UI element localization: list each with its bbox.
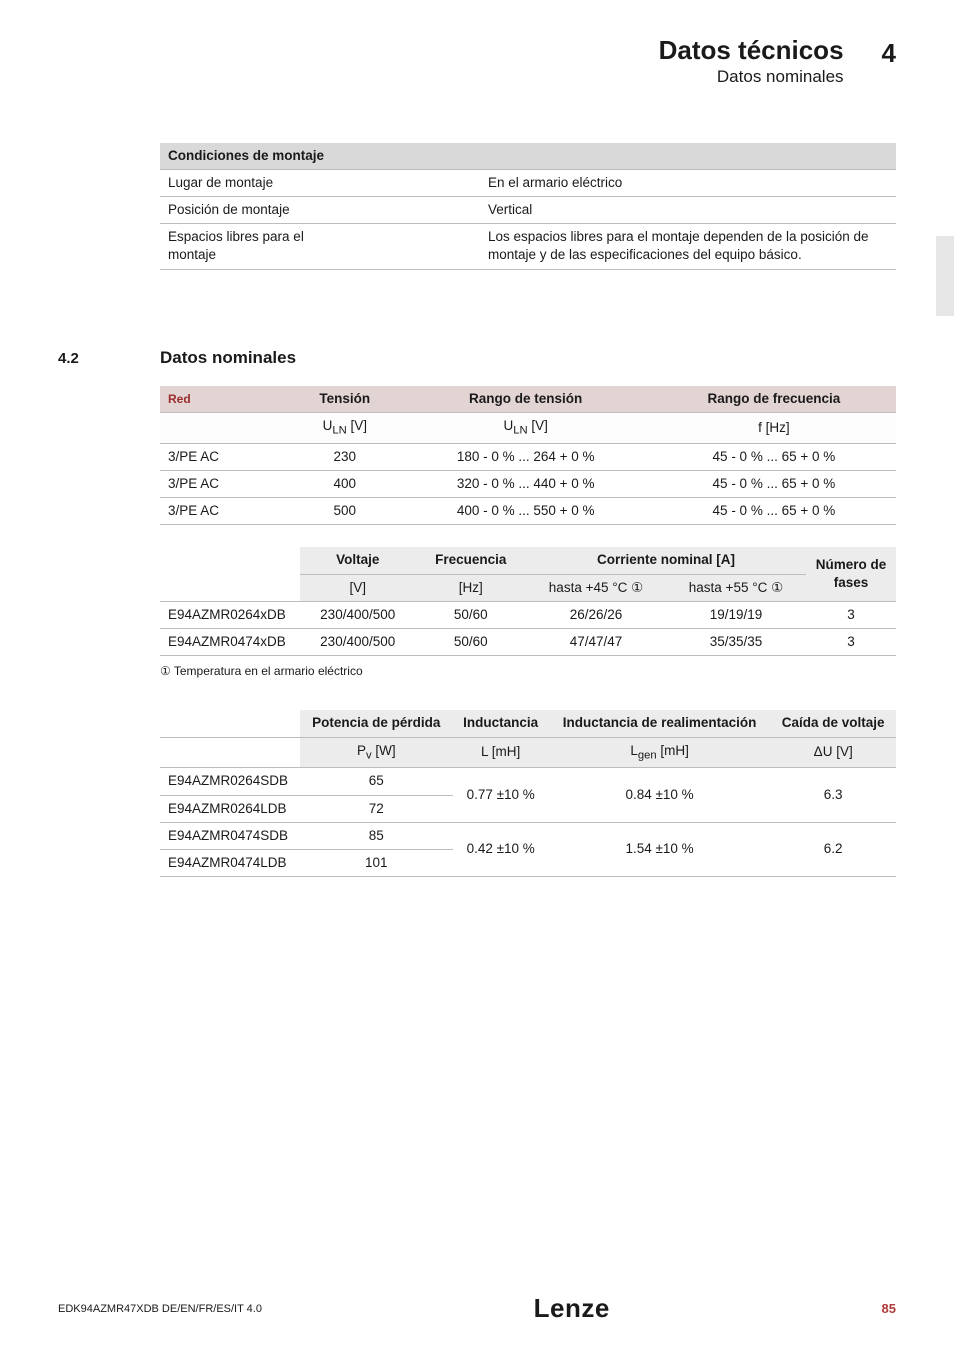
table-row: 3/PE AC 230 180 - 0 % ... 264 + 0 % 45 -… — [160, 443, 896, 470]
side-tab — [936, 236, 954, 316]
unit: Lgen [mH] — [549, 737, 771, 768]
table-row: Lugar de montaje En el armario eléctrico — [160, 169, 896, 196]
mount-value: Vertical — [480, 197, 896, 224]
doc-id: EDK94AZMR47XDB DE/EN/FR/ES/IT 4.0 — [58, 1303, 262, 1315]
header-title: Datos técnicos — [659, 36, 844, 65]
mount-value: En el armario eléctrico — [480, 169, 896, 196]
unit: ULN [V] — [290, 412, 400, 443]
unit: Pv [W] — [300, 737, 453, 768]
table-row: 3/PE AC 400 320 - 0 % ... 440 + 0 % 45 -… — [160, 471, 896, 498]
col-current: Corriente nominal [A] — [526, 547, 806, 574]
table-row: E94AZMR0474xDB 230/400/500 50/60 47/47/4… — [160, 629, 896, 656]
unit: ULN [V] — [400, 412, 652, 443]
unit: L [mH] — [453, 737, 549, 768]
col-voltage-drop: Caída de voltaje — [770, 710, 896, 737]
page-header: Datos técnicos Datos nominales 4 — [58, 36, 896, 87]
table-row: E94AZMR0264xDB 230/400/500 50/60 26/26/2… — [160, 601, 896, 628]
col-voltage-range: Rango de tensión — [400, 386, 652, 413]
mounting-conditions-table: Condiciones de montaje Lugar de montaje … — [160, 143, 896, 270]
table-row: E94AZMR0474SDB 85 0.42 ±10 % 1.54 ±10 % … — [160, 822, 896, 849]
col-phases: Número de fases — [806, 547, 896, 601]
page-number: 85 — [882, 1301, 896, 1316]
unit: ΔU [V] — [770, 737, 896, 768]
chapter-number: 4 — [882, 38, 896, 69]
spec-footnote: ① Temperatura en el armario eléctrico — [160, 664, 896, 678]
section-title: Datos nominales — [160, 348, 296, 368]
mains-table: Red Tensión Rango de tensión Rango de fr… — [160, 386, 896, 526]
table-row: 3/PE AC 500 400 - 0 % ... 550 + 0 % 45 -… — [160, 498, 896, 525]
col-loss: Potencia de pérdida — [300, 710, 453, 737]
col-tension: Tensión — [290, 386, 400, 413]
unit: hasta +45 °C ① — [526, 574, 666, 601]
col-regen-inductance: Inductancia de realimentación — [549, 710, 771, 737]
table-row: Posición de montaje Vertical — [160, 197, 896, 224]
unit: [Hz] — [415, 574, 526, 601]
brand-logo: Lenze — [534, 1293, 610, 1324]
spec-table: Voltaje Frecuencia Corriente nominal [A]… — [160, 547, 896, 656]
red-label: Red — [160, 386, 290, 413]
header-subtitle: Datos nominales — [659, 67, 844, 87]
table-row: E94AZMR0264SDB 65 0.77 ±10 % 0.84 ±10 % … — [160, 768, 896, 795]
unit: hasta +55 °C ① — [666, 574, 806, 601]
unit: [V] — [300, 574, 415, 601]
mounting-title: Condiciones de montaje — [160, 143, 896, 170]
unit: f [Hz] — [652, 412, 896, 443]
page-footer: EDK94AZMR47XDB DE/EN/FR/ES/IT 4.0 Lenze … — [58, 1293, 896, 1324]
col-voltage: Voltaje — [300, 547, 415, 574]
col-freq-range: Rango de frecuencia — [652, 386, 896, 413]
col-freq: Frecuencia — [415, 547, 526, 574]
loss-table: Potencia de pérdida Inductancia Inductan… — [160, 710, 896, 877]
table-row: Espacios libres para el montaje Los espa… — [160, 224, 896, 269]
mount-label: Espacios libres para el montaje — [160, 224, 360, 269]
section-number: 4.2 — [58, 350, 120, 367]
mount-label: Lugar de montaje — [160, 169, 360, 196]
mount-label: Posición de montaje — [160, 197, 360, 224]
col-inductance: Inductancia — [453, 710, 549, 737]
section-heading: 4.2 Datos nominales — [58, 348, 896, 368]
mount-value: Los espacios libres para el montaje depe… — [480, 224, 896, 269]
